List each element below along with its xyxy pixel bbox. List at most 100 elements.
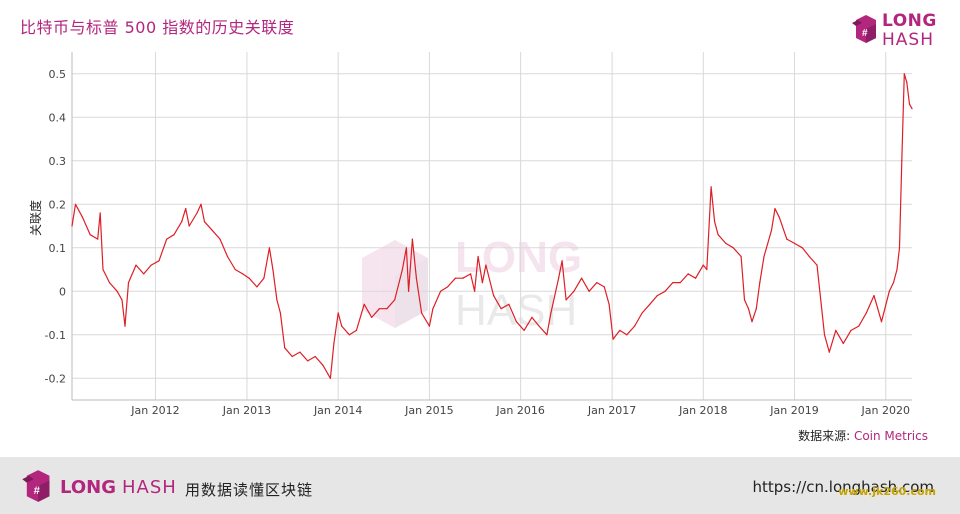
data-point (565, 299, 567, 301)
data-point (896, 268, 898, 271)
data-point (462, 277, 464, 279)
footer-bar: # LONG HASH 用数据读懂区块链 https://cn.longhash… (0, 457, 960, 514)
data-point (81, 216, 84, 218)
data-point (415, 277, 417, 279)
data-point (185, 208, 187, 210)
site-watermark: www.jk260.com (838, 485, 936, 498)
data-point (906, 81, 908, 83)
data-point (732, 247, 734, 249)
chart-title: 比特币与标普 500 指数的历史关联度 (20, 18, 295, 37)
data-point (89, 234, 91, 236)
data-point (888, 290, 890, 292)
data-point (124, 325, 126, 327)
data-point (908, 103, 911, 105)
data-point (401, 268, 403, 271)
data-point (272, 268, 274, 271)
data-point (116, 290, 118, 292)
footer-slogan: 用数据读懂区块链 (185, 481, 314, 499)
y-tick-label: -0.2 (45, 372, 66, 385)
data-point (333, 342, 335, 344)
data-point (279, 312, 281, 314)
x-tick-label: Jan 2013 (222, 404, 271, 417)
data-point (531, 316, 533, 318)
data-point (348, 334, 350, 336)
longhash-logo: # LONG HASH (852, 10, 952, 50)
data-point (166, 238, 168, 240)
data-point (219, 238, 221, 240)
data-point (378, 308, 380, 310)
data-point (188, 225, 190, 227)
data-point (143, 273, 145, 275)
data-point (759, 282, 761, 284)
footer-url[interactable]: https://cn.longhash.com (752, 478, 935, 496)
data-point (408, 290, 410, 292)
data-point (695, 277, 697, 279)
x-tick-label: Jan 2014 (313, 404, 362, 417)
data-point (421, 312, 423, 314)
source-link[interactable]: Coin Metrics (853, 429, 928, 443)
data-point (634, 325, 636, 327)
data-point (337, 312, 339, 314)
svg-text:HASH: HASH (455, 286, 577, 335)
data-point (493, 295, 495, 297)
chart-grid (71, 52, 912, 401)
chart-watermark-logo: LONG HASH (362, 233, 582, 335)
data-point (329, 377, 331, 379)
cube-logo-icon: # (852, 15, 876, 43)
x-tick-label: Jan 2019 (769, 404, 818, 417)
data-point (558, 277, 560, 279)
data-point (664, 290, 666, 292)
data-point (371, 316, 373, 318)
data-point (341, 325, 343, 327)
data-point (226, 255, 229, 258)
data-point (234, 268, 236, 271)
data-point (485, 264, 487, 266)
data-point (97, 238, 99, 240)
data-point (619, 329, 621, 331)
data-point (291, 355, 293, 358)
data-point (299, 351, 301, 353)
data-point (743, 299, 746, 301)
data-point (717, 234, 719, 236)
data-point (751, 321, 753, 323)
data-point (523, 329, 525, 331)
x-tick-label: Jan 2016 (495, 404, 544, 417)
svg-text:#: # (34, 485, 41, 497)
data-point (649, 303, 651, 305)
data-point (873, 295, 875, 297)
data-point (263, 277, 265, 279)
data-point (679, 282, 681, 284)
data-point (276, 299, 278, 301)
data-point (268, 247, 270, 249)
data-point (314, 355, 316, 358)
data-point (763, 255, 765, 258)
data-point (150, 264, 152, 266)
data-point (355, 329, 357, 331)
data-point (550, 312, 552, 314)
data-point (508, 303, 510, 305)
data-point (892, 282, 895, 284)
data-point (898, 247, 901, 249)
data-point (432, 308, 434, 310)
data-point (173, 234, 175, 236)
data-point (747, 308, 750, 310)
data-point (808, 255, 810, 258)
data-point (394, 299, 396, 301)
x-tick-label: Jan 2012 (130, 404, 179, 417)
data-point (203, 221, 206, 223)
data-point (135, 264, 137, 266)
data-point (200, 203, 202, 205)
y-tick-label: 0.5 (49, 68, 67, 81)
logo-text-hash: HASH (882, 30, 934, 50)
data-point (710, 186, 712, 188)
footer-cube-logo-icon: # (22, 470, 50, 502)
y-tick-label: 0.1 (49, 242, 67, 255)
data-point (687, 273, 689, 275)
x-tick-label: Jan 2018 (678, 404, 727, 417)
y-axis-ticks: 0.5 0.4 0.3 0.2 0.1 0 -0.1 -0.2 (45, 68, 66, 386)
data-point (561, 260, 563, 262)
data-point (386, 308, 388, 310)
x-axis-ticks: Jan 2012 Jan 2013 Jan 2014 Jan 2015 Jan 2016… (130, 404, 910, 417)
data-point (778, 216, 780, 218)
data-point (470, 273, 472, 275)
